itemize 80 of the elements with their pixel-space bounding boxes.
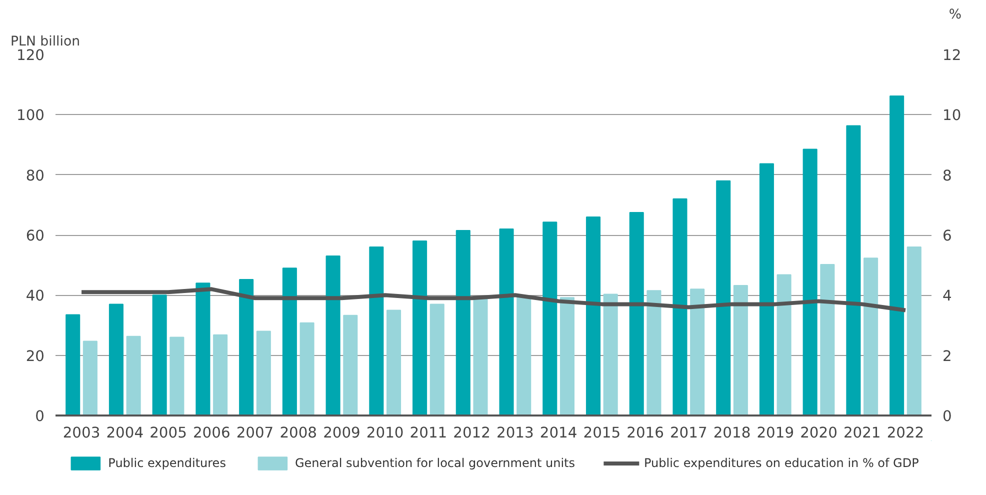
x-tick-label: 2006 bbox=[192, 424, 230, 442]
x-tick-label: 2010 bbox=[366, 424, 404, 442]
bar bbox=[196, 282, 210, 416]
bar bbox=[733, 285, 748, 416]
y2-tick-label: 4 bbox=[942, 288, 952, 305]
bar bbox=[66, 314, 80, 416]
bar bbox=[326, 256, 340, 416]
y-tick-label: 120 bbox=[16, 47, 45, 64]
y-tick-label: 80 bbox=[26, 167, 45, 184]
x-tick-label: 2020 bbox=[800, 424, 838, 442]
bar bbox=[603, 294, 618, 416]
bar bbox=[386, 310, 402, 416]
y-tick-label: 60 bbox=[26, 228, 45, 244]
bar bbox=[776, 274, 792, 416]
x-tick-label: 2005 bbox=[150, 424, 187, 442]
bar bbox=[430, 304, 444, 416]
x-tick-label: 2021 bbox=[843, 424, 881, 442]
bar bbox=[690, 288, 705, 416]
bar bbox=[282, 268, 297, 416]
x-tick-label: 2004 bbox=[106, 424, 144, 442]
legend-label: General subvention for local government units bbox=[294, 456, 575, 470]
bar bbox=[108, 304, 124, 416]
bar bbox=[473, 298, 488, 416]
x-tick-label: 2011 bbox=[410, 424, 448, 442]
bar bbox=[213, 334, 228, 416]
bar bbox=[646, 290, 662, 416]
y2-tick-label: 6 bbox=[942, 228, 952, 244]
bar bbox=[256, 330, 271, 416]
bar bbox=[300, 322, 314, 416]
bar bbox=[499, 228, 514, 416]
legend-label: Public expenditures on education in % of GDP bbox=[644, 456, 919, 470]
bar bbox=[369, 246, 384, 416]
x-tick-label: 2009 bbox=[323, 424, 360, 442]
bar bbox=[672, 198, 688, 416]
y-tick-label: 0 bbox=[35, 408, 45, 425]
bar bbox=[560, 297, 574, 416]
bar bbox=[516, 296, 532, 416]
y-tick-label: 100 bbox=[16, 107, 45, 124]
bar bbox=[759, 163, 774, 416]
y2-tick-label: 10 bbox=[942, 107, 962, 124]
bar bbox=[906, 246, 922, 416]
bar bbox=[152, 294, 167, 416]
x-tick-label: 2012 bbox=[453, 424, 490, 442]
x-tick-label: 2019 bbox=[756, 424, 794, 442]
bar bbox=[586, 216, 601, 416]
bar bbox=[343, 314, 358, 416]
y2-tick-label: 12 bbox=[942, 47, 962, 64]
bar bbox=[802, 148, 818, 416]
y-tick-label: 40 bbox=[26, 288, 45, 305]
legend-label: Public expenditures bbox=[108, 456, 226, 470]
bar bbox=[239, 279, 254, 416]
x-tick-label: 2013 bbox=[496, 424, 534, 442]
bar bbox=[542, 222, 558, 416]
bar bbox=[629, 212, 644, 416]
bar bbox=[82, 340, 98, 416]
bar bbox=[890, 96, 904, 416]
y-tick-label: 20 bbox=[26, 348, 45, 365]
x-tick-label: 2003 bbox=[62, 424, 100, 442]
bar bbox=[170, 336, 184, 416]
bar bbox=[864, 258, 878, 416]
bar bbox=[846, 125, 861, 416]
y2-tick-label: 2 bbox=[942, 348, 952, 365]
line-series bbox=[80, 287, 908, 312]
bar bbox=[412, 240, 428, 416]
y2-axis-title: % bbox=[948, 8, 962, 22]
y2-tick-label: 0 bbox=[942, 408, 952, 425]
bar bbox=[820, 264, 835, 416]
x-tick-label: 2015 bbox=[583, 424, 621, 442]
x-tick-label: 2018 bbox=[713, 424, 751, 442]
x-tick-label: 2008 bbox=[280, 424, 318, 442]
x-tick-label: 2022 bbox=[886, 424, 924, 442]
bar bbox=[126, 336, 141, 416]
x-tick-label: 2014 bbox=[540, 424, 578, 442]
bar bbox=[456, 230, 470, 416]
x-tick-label: 2017 bbox=[670, 424, 708, 442]
x-tick-label: 2016 bbox=[626, 424, 664, 442]
y2-tick-label: 8 bbox=[942, 167, 952, 184]
bar bbox=[716, 180, 731, 416]
x-tick-label: 2007 bbox=[236, 424, 274, 442]
y-axis-title: PLN billion bbox=[10, 34, 80, 50]
